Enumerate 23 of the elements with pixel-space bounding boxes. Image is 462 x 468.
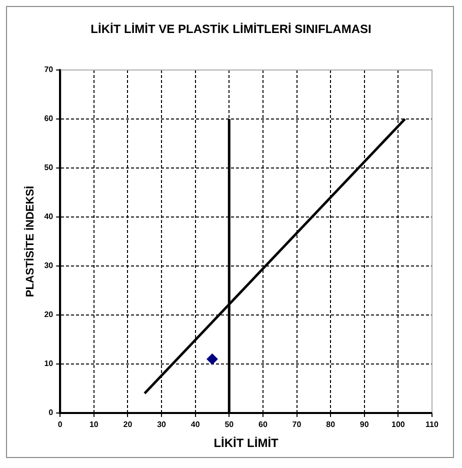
x-tick-label: 40 — [190, 420, 200, 430]
chart-title: LİKİT LİMİT VE PLASTİK LİMİTLERİ SINIFLAMASI — [90, 22, 372, 36]
x-tick-label: 80 — [326, 420, 336, 430]
x-tick-label: 30 — [157, 420, 167, 430]
x-tick-label: 110 — [426, 420, 440, 430]
y-tick-label: 60 — [44, 114, 54, 124]
x-tick-label: 20 — [123, 420, 133, 430]
y-tick-label: 20 — [44, 310, 54, 320]
x-tick-label: 0 — [58, 420, 63, 430]
y-tick-label: 70 — [44, 65, 54, 74]
y-tick-label: 40 — [44, 212, 54, 222]
x-tick-label: 50 — [224, 420, 234, 430]
y-tick-label: 50 — [44, 163, 54, 172]
y-tick-label: 30 — [44, 261, 54, 270]
x-tick-label: 90 — [360, 420, 370, 430]
y-axis-title: PLASTİSİTE İNDEKSİ — [24, 186, 37, 298]
x-tick-label: 10 — [89, 420, 99, 430]
x-tick-label: 60 — [258, 420, 268, 430]
y-tick-label: 0 — [48, 408, 54, 418]
x-tick-label: 100 — [392, 420, 406, 430]
y-tick-label: 10 — [44, 359, 54, 368]
x-tick-label: 70 — [292, 420, 302, 430]
x-axis-title: LİKİT LİMİT — [214, 436, 280, 450]
